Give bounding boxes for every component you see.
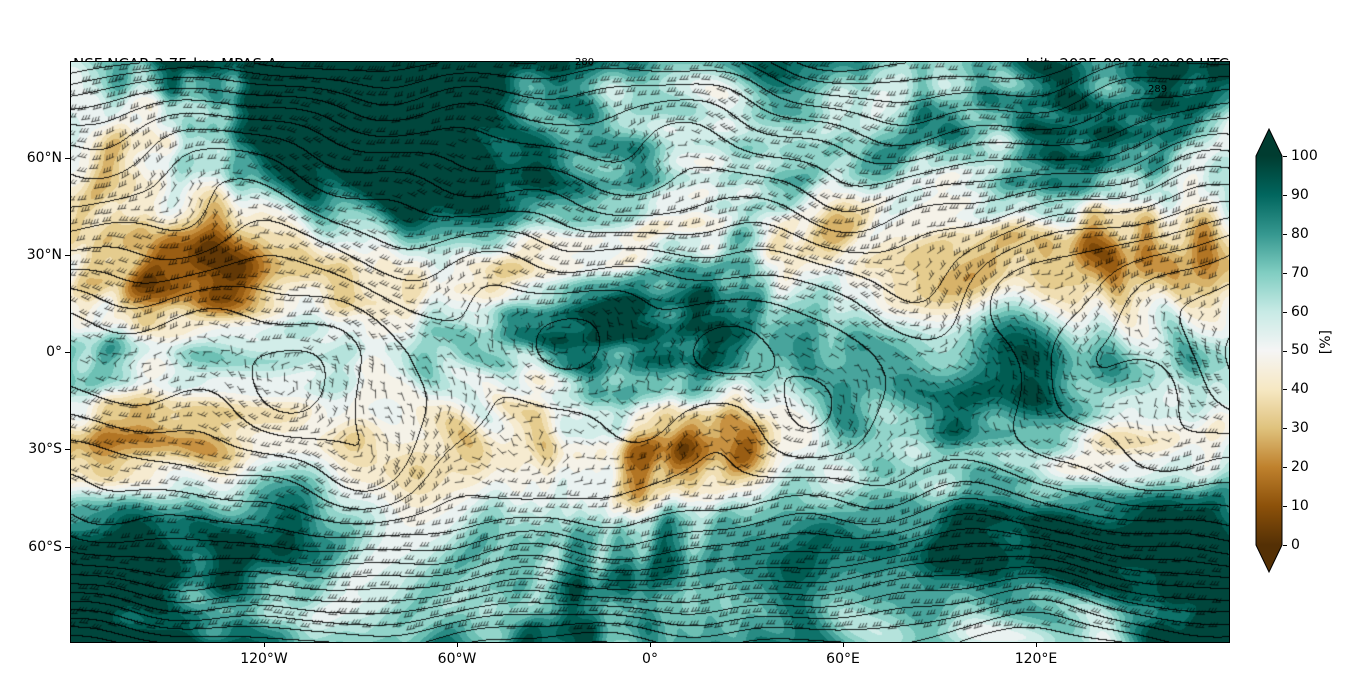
colorbar-tick-label: 10	[1291, 498, 1309, 514]
tick-mark	[1283, 389, 1287, 390]
tick-mark	[1283, 428, 1287, 429]
tick-mark	[1283, 506, 1287, 507]
tick-mark	[1283, 234, 1287, 235]
colorbar-tick-label: 100	[1291, 148, 1318, 164]
x-tick-label: 120°W	[240, 651, 288, 667]
x-tick-label: 0°	[642, 651, 658, 667]
tick-mark	[457, 643, 458, 647]
height-contour-label: 289	[1148, 84, 1168, 95]
height-contour-label: 280	[575, 57, 595, 68]
tick-mark	[1036, 643, 1037, 647]
tick-mark	[1283, 312, 1287, 313]
tick-mark	[264, 643, 265, 647]
colorbar-body	[1255, 128, 1283, 574]
tick-mark	[65, 158, 70, 159]
tick-mark	[1283, 156, 1287, 157]
x-tick-label: 60°W	[437, 651, 477, 667]
x-tick-label: 120°E	[1014, 651, 1058, 667]
y-tick-label: 60°N	[26, 150, 62, 166]
map-panel: 280 289	[70, 57, 1230, 643]
tick-mark	[650, 643, 651, 647]
x-tick-label: 60°E	[826, 651, 860, 667]
colorbar-tick-label: 80	[1291, 226, 1309, 242]
tick-mark	[65, 255, 70, 256]
colorbar-tick-label: 30	[1291, 420, 1309, 436]
y-tick-label: 30°S	[28, 441, 62, 457]
tick-mark	[1283, 195, 1287, 196]
y-tick-label: 30°N	[26, 247, 62, 263]
colorbar-units-label: [%]	[1318, 330, 1334, 355]
tick-mark	[65, 547, 70, 548]
colorbar-tick-label: 70	[1291, 265, 1309, 281]
tick-mark	[1283, 273, 1287, 274]
tick-mark	[1283, 351, 1287, 352]
tick-mark	[843, 643, 844, 647]
colorbar-tick-label: 40	[1291, 381, 1309, 397]
y-tick-label: 0°	[46, 344, 62, 360]
colorbar	[1255, 128, 1283, 574]
map-canvas	[71, 62, 1229, 642]
colorbar-tick-label: 90	[1291, 187, 1309, 203]
tick-mark	[65, 449, 70, 450]
colorbar-tick-label: 0	[1291, 537, 1300, 553]
y-tick-label: 60°S	[28, 539, 62, 555]
colorbar-tick-label: 60	[1291, 304, 1309, 320]
colorbar-tick-label: 50	[1291, 342, 1309, 358]
tick-mark	[65, 352, 70, 353]
tick-mark	[1283, 467, 1287, 468]
tick-mark	[1283, 545, 1287, 546]
colorbar-tick-label: 20	[1291, 459, 1309, 475]
